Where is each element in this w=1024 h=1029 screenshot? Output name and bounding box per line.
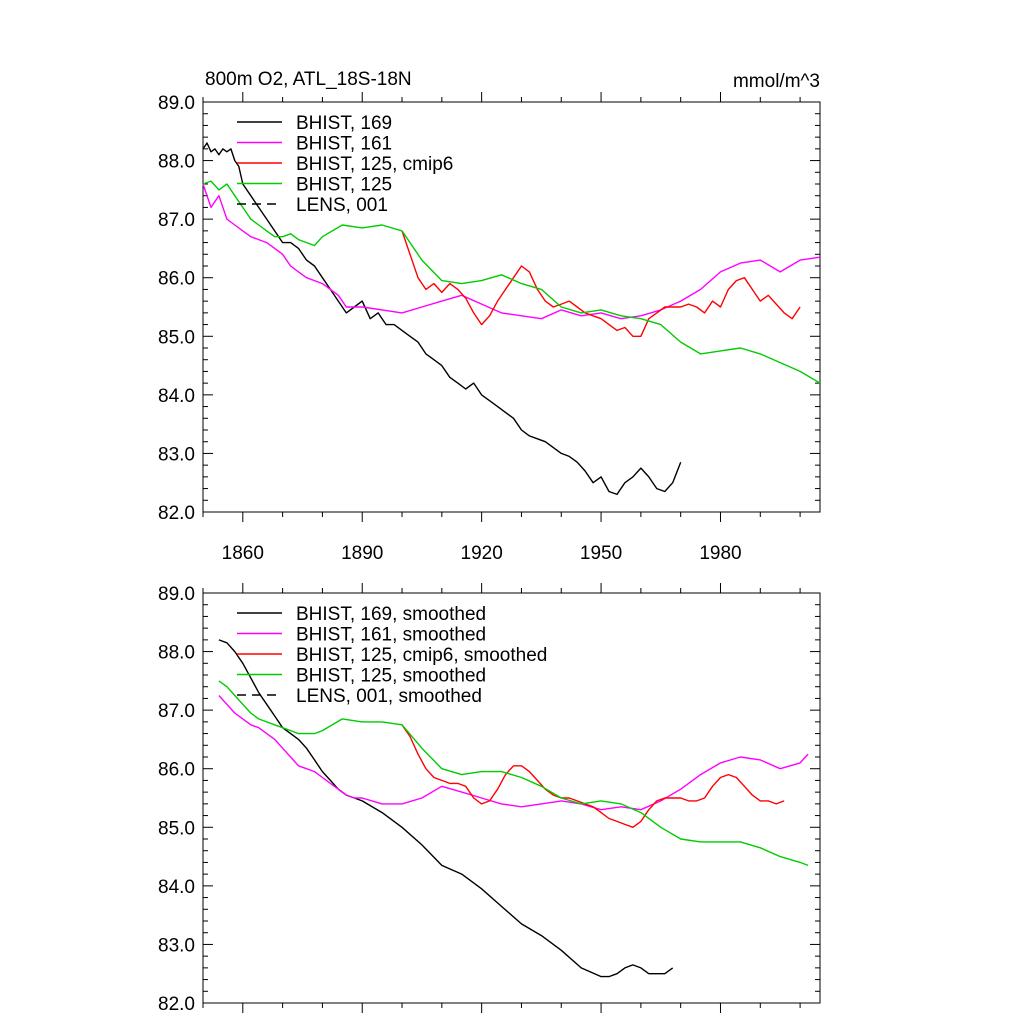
bottom-series-line-2 — [401, 724, 785, 828]
bottom-y-tick-label: 84.0 — [158, 877, 195, 898]
bottom-y-tick-label: 87.0 — [158, 701, 195, 722]
top-y-tick-label: 84.0 — [158, 386, 195, 407]
bottom-legend-label: BHIST, 125, smoothed — [296, 666, 486, 687]
bottom-series-line-3 — [218, 680, 809, 867]
bottom-y-tick-label: 88.0 — [158, 643, 195, 664]
top-y-tick-label: 83.0 — [158, 444, 195, 465]
top-y-tick-label: 88.0 — [158, 152, 195, 173]
bottom-panel: 82.0 83.0 84.0 85.0 86.0 87.0 88.0 89.0 BHIST, 1… — [158, 583, 821, 1015]
top-y-tick-label: 89.0 — [158, 93, 195, 114]
units-label: mmol/m^3 — [733, 71, 820, 92]
top-series-line-3 — [202, 180, 821, 384]
top-legend-label: BHIST, 169 — [296, 113, 392, 134]
bottom-y-tick-label: 86.0 — [158, 760, 195, 781]
bottom-legend-label: BHIST, 125, cmip6, smoothed — [296, 645, 547, 666]
top-y-tick-label: 86.0 — [158, 269, 195, 290]
top-y-tick-label: 87.0 — [158, 210, 195, 231]
top-x-tick-label: 1920 — [461, 543, 503, 564]
top-legend-label: BHIST, 125, cmip6 — [296, 154, 453, 175]
bottom-series-line-0 — [218, 639, 674, 978]
top-panel: 82.0 83.0 84.0 85.0 86.0 87.0 88.0 89.0 1860 1890… — [158, 92, 821, 564]
top-series-line-2 — [401, 230, 801, 337]
top-x-tick-label: 1980 — [699, 543, 741, 564]
bottom-y-tick-label: 85.0 — [158, 818, 195, 839]
top-legend-label: BHIST, 161 — [296, 134, 392, 155]
top-series-line-0 — [202, 142, 682, 496]
bottom-y-tick-label: 89.0 — [158, 584, 195, 605]
bottom-y-tick-label: 82.0 — [158, 994, 195, 1015]
top-plot-frame — [202, 101, 821, 513]
top-y-tick-label: 85.0 — [158, 327, 195, 348]
bottom-y-tick-label: 83.0 — [158, 935, 195, 956]
top-legend-label: BHIST, 125 — [296, 175, 392, 196]
bottom-legend-label: BHIST, 169, smoothed — [296, 604, 486, 625]
top-legend-label: LENS, 001 — [296, 195, 388, 216]
top-x-tick-label: 1950 — [580, 543, 622, 564]
bottom-legend-label: BHIST, 161, smoothed — [296, 625, 486, 646]
bottom-series-line-1 — [218, 695, 809, 811]
top-y-tick-label: 82.0 — [158, 503, 195, 524]
bottom-plot-frame — [202, 592, 821, 1004]
top-series-line-1 — [202, 183, 821, 320]
top-x-tick-label: 1860 — [222, 543, 264, 564]
bottom-legend-label: LENS, 001, smoothed — [296, 686, 482, 707]
top-x-tick-label: 1890 — [341, 543, 383, 564]
figure-title: 800m O2, ATL_18S-18N — [205, 69, 412, 90]
